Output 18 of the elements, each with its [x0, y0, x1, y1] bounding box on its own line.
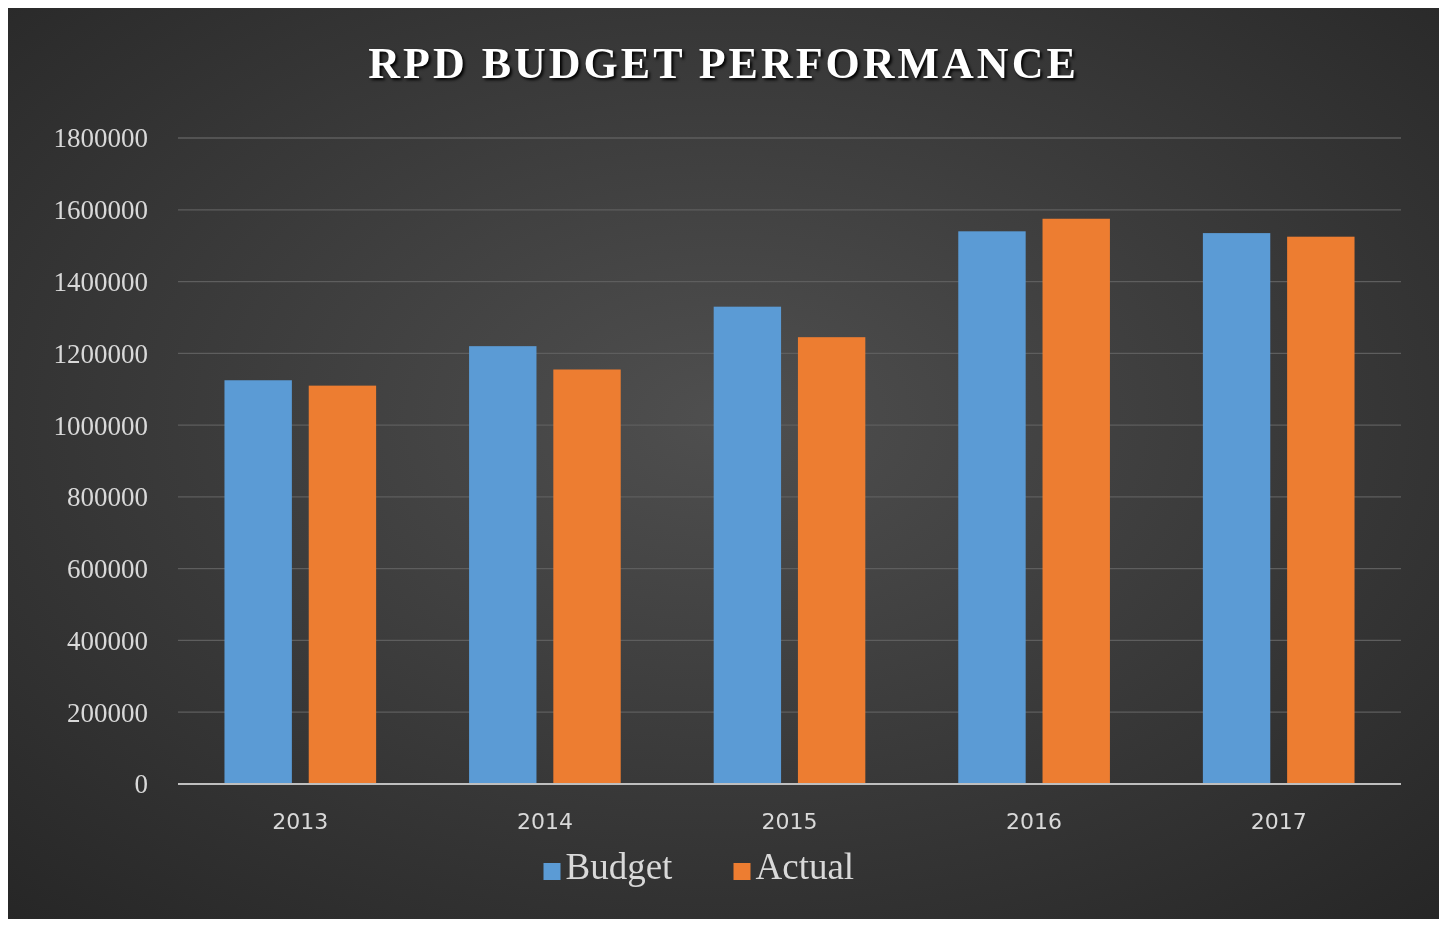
y-tick-label: 1600000 — [53, 195, 148, 226]
y-tick-label: 1400000 — [53, 267, 148, 298]
chart-title: RPD BUDGET PERFORMANCE — [368, 39, 1079, 88]
y-tick-label: 200000 — [67, 697, 148, 728]
x-tick-label: 2015 — [761, 809, 818, 834]
x-tick-label: 2016 — [1006, 809, 1063, 834]
y-tick-label: 1800000 — [53, 123, 148, 154]
y-tick-label: 400000 — [67, 625, 148, 656]
x-tick-label: 2013 — [272, 809, 329, 834]
x-tick-label: 2017 — [1250, 809, 1307, 834]
legend-label: Actual — [755, 846, 855, 887]
y-tick-label: 0 — [134, 769, 148, 800]
y-tick-label: 800000 — [67, 482, 148, 513]
y-tick-label: 1200000 — [53, 338, 148, 369]
y-tick-label: 1000000 — [53, 410, 148, 441]
legend-label: Budget — [565, 846, 674, 887]
x-tick-label: 2014 — [516, 809, 573, 834]
y-tick-label: 600000 — [67, 554, 148, 585]
